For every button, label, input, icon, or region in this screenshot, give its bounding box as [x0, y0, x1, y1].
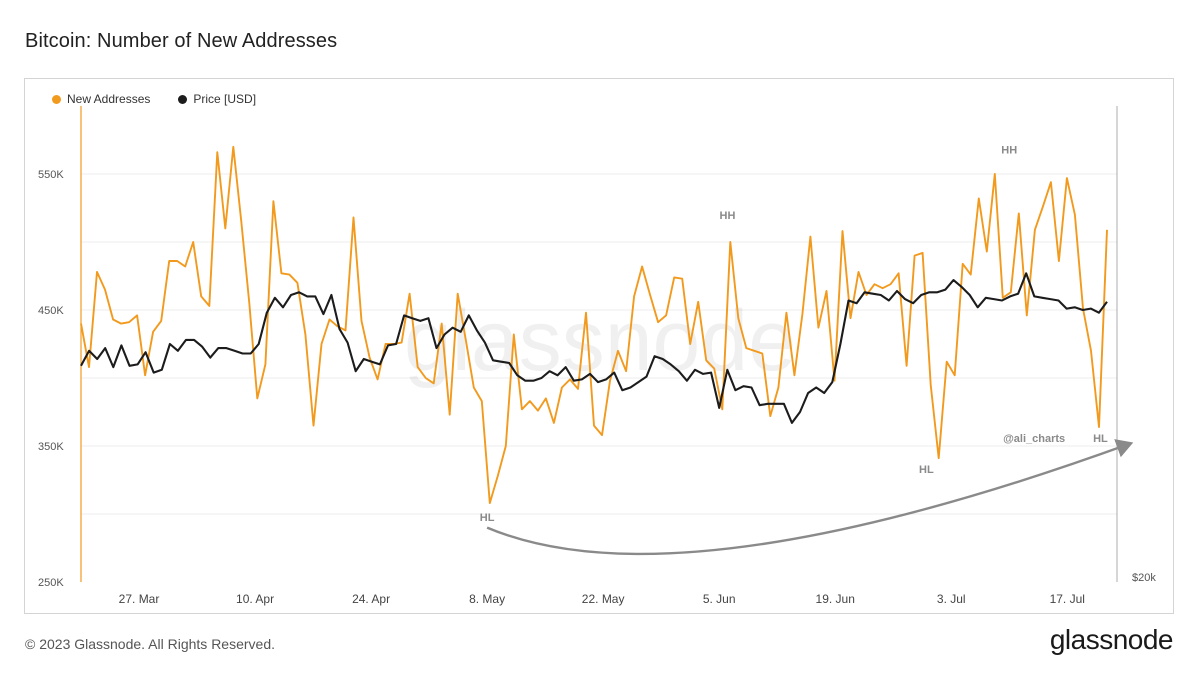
series-layer: [80, 145, 1108, 505]
series-new-addresses-line: [80, 145, 1108, 505]
annotation-label: HL: [480, 512, 495, 524]
y-axis-right: $20k: [1132, 572, 1156, 584]
series-price-line: [80, 272, 1108, 424]
y-axis-left: 250K 350K 450K 550K: [38, 169, 64, 589]
watermark-handle: @ali_charts: [1003, 433, 1065, 445]
legend-dot-icon: [52, 94, 61, 104]
trend-arrow: [486, 439, 1134, 556]
x-axis: 27. Mar 10. Apr 24. Apr 8. May 22. May 5. Jun…: [119, 592, 1085, 606]
annotation-label: HL: [919, 464, 934, 476]
grid-lines: [81, 173, 1117, 515]
annotation-label: HH: [720, 210, 736, 222]
brand-logo[interactable]: glassnode: [1049, 624, 1174, 655]
y-tick-label: 450K: [38, 305, 64, 317]
y-tick-label: 350K: [38, 441, 64, 453]
legend-item[interactable]: New Addresses: [52, 92, 150, 106]
x-tick-label: 10. Apr: [236, 592, 274, 606]
legend-label: Price [USD]: [193, 92, 257, 106]
x-tick-label: 5. Jun: [703, 592, 736, 606]
x-tick-label: 3. Jul: [937, 592, 966, 606]
x-tick-label: 22. May: [582, 592, 625, 606]
chart-title: Bitcoin: Number of New Addresses: [25, 30, 338, 52]
y-tick-label: 250K: [38, 577, 64, 589]
y-right-tick-label: $20k: [1132, 572, 1156, 584]
annotations: HL HH HL HH HL @ali_charts: [480, 145, 1134, 556]
annotation-label: HH: [1001, 145, 1017, 157]
x-tick-label: 8. May: [469, 592, 505, 606]
legend-dot-icon: [178, 94, 188, 104]
y-tick-label: 550K: [38, 169, 64, 181]
chart-legend: New Addresses Price [USD]: [52, 92, 256, 106]
annotation-label: HL: [1093, 433, 1108, 445]
legend-label: New Addresses: [67, 92, 151, 106]
watermark-text: glassnode: [404, 293, 796, 389]
copyright-text: © 2023 Glassnode. All Rights Reserved.: [25, 636, 276, 652]
legend-item[interactable]: Price [USD]: [178, 92, 256, 106]
x-tick-label: 17. Jul: [1050, 592, 1085, 606]
x-tick-label: 19. Jun: [816, 592, 855, 606]
x-tick-label: 24. Apr: [352, 592, 390, 606]
x-tick-label: 27. Mar: [119, 592, 160, 606]
